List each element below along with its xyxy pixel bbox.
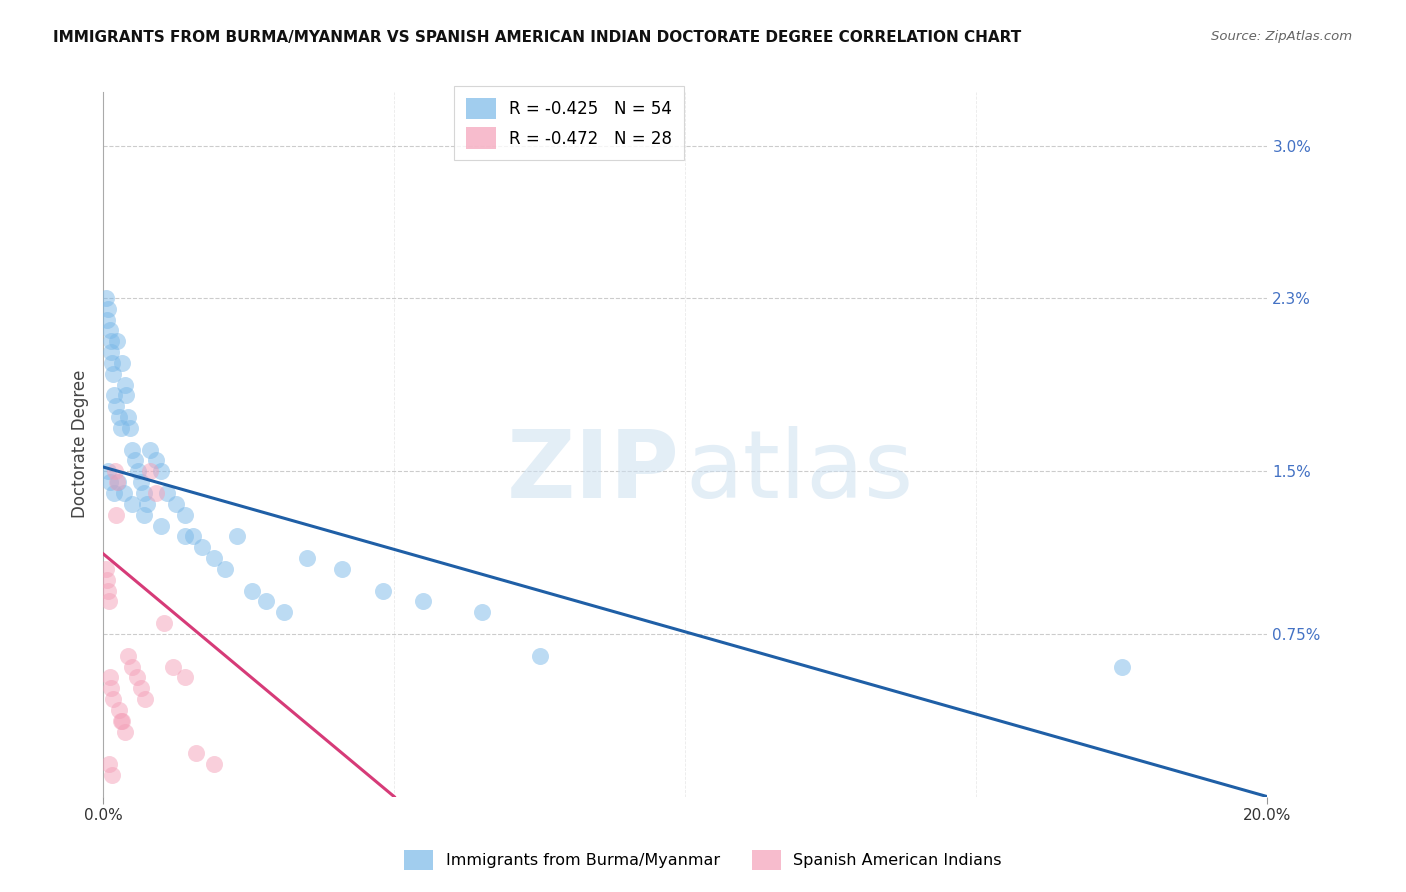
Text: atlas: atlas: [685, 426, 914, 518]
Point: [111, 714, 134, 728]
Point: [100, 345, 122, 359]
Point: [273, 605, 295, 619]
Point: [145, 453, 167, 467]
Text: IMMIGRANTS FROM BURMA/MYANMAR VS SPANISH AMERICAN INDIAN DOCTORATE DEGREE CORREL: IMMIGRANTS FROM BURMA/MYANMAR VS SPANISH…: [53, 30, 1022, 45]
Point: [97, 464, 120, 478]
Point: [129, 475, 152, 490]
Point: [1111, 659, 1133, 673]
Point: [108, 703, 131, 717]
Point: [121, 442, 143, 457]
Point: [97, 301, 120, 316]
Point: [162, 659, 184, 673]
Point: [101, 692, 124, 706]
Point: [94, 291, 117, 305]
Point: [103, 388, 125, 402]
Text: ZIP: ZIP: [506, 426, 679, 518]
Point: [153, 616, 176, 631]
Point: [98, 323, 121, 337]
Point: [96, 312, 118, 326]
Point: [295, 551, 318, 566]
Point: [117, 648, 139, 663]
Point: [202, 757, 225, 772]
Point: [240, 583, 263, 598]
Point: [107, 475, 129, 490]
Point: [173, 670, 195, 684]
Point: [110, 421, 132, 435]
Legend: Immigrants from Burma/Myanmar, Spanish American Indians: Immigrants from Burma/Myanmar, Spanish A…: [398, 844, 1008, 877]
Legend: R = -0.425   N = 54, R = -0.472   N = 28: R = -0.425 N = 54, R = -0.472 N = 28: [454, 86, 683, 161]
Point: [125, 670, 148, 684]
Point: [165, 497, 187, 511]
Point: [202, 551, 225, 566]
Point: [470, 605, 492, 619]
Point: [97, 583, 120, 598]
Point: [186, 747, 208, 761]
Point: [138, 442, 160, 457]
Point: [114, 724, 136, 739]
Point: [97, 757, 120, 772]
Point: [100, 681, 122, 696]
Point: [173, 508, 195, 522]
Point: [156, 486, 179, 500]
Point: [111, 356, 134, 370]
Point: [101, 356, 124, 370]
Point: [101, 768, 124, 782]
Point: [112, 486, 135, 500]
Point: [132, 508, 155, 522]
Point: [183, 529, 205, 543]
Point: [101, 367, 124, 381]
Point: [138, 464, 160, 478]
Point: [127, 464, 149, 478]
Point: [173, 529, 195, 543]
Y-axis label: Doctorate Degree: Doctorate Degree: [72, 370, 89, 518]
Point: [134, 692, 156, 706]
Point: [98, 475, 121, 490]
Point: [330, 562, 353, 576]
Point: [214, 562, 236, 576]
Point: [226, 529, 249, 543]
Point: [529, 648, 551, 663]
Text: Source: ZipAtlas.com: Source: ZipAtlas.com: [1212, 30, 1353, 44]
Point: [110, 714, 132, 728]
Point: [129, 681, 152, 696]
Point: [150, 464, 173, 478]
Point: [97, 594, 120, 608]
Point: [132, 486, 155, 500]
Point: [98, 670, 121, 684]
Point: [145, 486, 167, 500]
Point: [104, 464, 127, 478]
Point: [121, 659, 143, 673]
Point: [121, 497, 143, 511]
Point: [103, 486, 125, 500]
Point: [105, 334, 128, 349]
Point: [104, 399, 127, 413]
Point: [105, 475, 128, 490]
Point: [150, 518, 173, 533]
Point: [124, 453, 146, 467]
Point: [254, 594, 277, 608]
Point: [120, 421, 142, 435]
Point: [114, 377, 136, 392]
Point: [135, 497, 157, 511]
Point: [115, 388, 138, 402]
Point: [412, 594, 434, 608]
Point: [94, 562, 117, 576]
Point: [117, 410, 139, 425]
Point: [371, 583, 394, 598]
Point: [108, 410, 131, 425]
Point: [104, 508, 127, 522]
Point: [100, 334, 122, 349]
Point: [191, 541, 214, 555]
Point: [96, 573, 118, 587]
